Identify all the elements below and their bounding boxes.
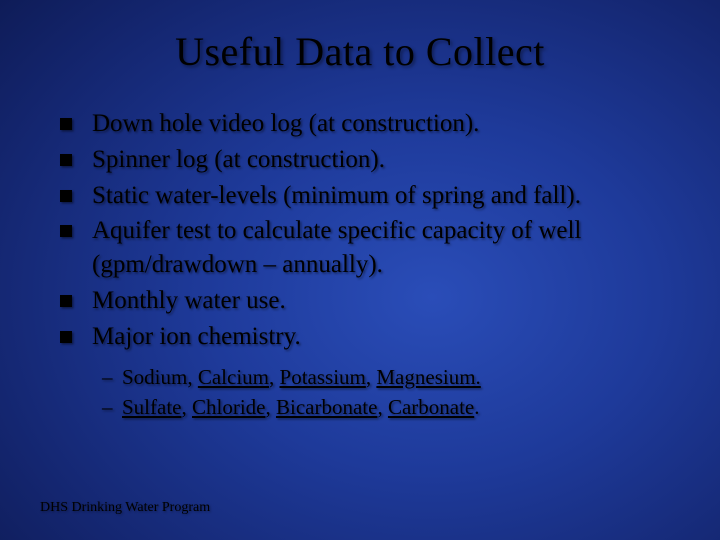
bullet-item: Down hole video log (at construction). [60,107,680,141]
footer-text: DHS Drinking Water Program [40,500,210,516]
sub-bullet-item: – Sodium, Calcium, Potassium, Magnesium. [102,363,680,392]
square-bullet-icon [60,225,72,237]
bullet-text: Spinner log (at construction). [92,146,385,173]
sub-text-underline: Sulfate [122,395,181,419]
sub-text-plain: , [181,395,192,419]
bullet-text: Major ion chemistry. [92,323,301,350]
sub-text-plain: . [474,395,479,419]
square-bullet-icon [60,190,72,202]
sub-text-plain: , [269,365,280,389]
bullet-text: Down hole video log (at construction). [92,110,479,137]
sub-text-plain: , [265,395,276,419]
slide: Useful Data to Collect Down hole video l… [0,0,720,540]
bullet-item: Spinner log (at construction). [60,143,680,177]
bullet-item: Aquifer test to calculate specific capac… [60,214,680,282]
bullet-item: Monthly water use. [60,284,680,318]
sub-bullet-item: – Sulfate, Chloride, Bicarbonate, Carbon… [102,393,680,422]
square-bullet-icon [60,331,72,343]
slide-title: Useful Data to Collect [40,28,680,75]
sub-text-plain: Sodium, [122,365,198,389]
dash-icon: – [102,363,113,392]
square-bullet-icon [60,118,72,130]
sub-text-underline: Magnesium. [376,365,480,389]
sub-text-underline: Carbonate [388,395,474,419]
sub-text-underline: Chloride [192,395,266,419]
bullet-item: Major ion chemistry. [60,320,680,354]
square-bullet-icon [60,154,72,166]
bullet-list: Down hole video log (at construction). S… [40,107,680,353]
sub-bullet-text: Sodium, Calcium, Potassium, Magnesium. [122,365,481,389]
sub-text-plain: , [377,395,388,419]
dash-icon: – [102,393,113,422]
sub-bullet-list: – Sodium, Calcium, Potassium, Magnesium.… [40,363,680,422]
sub-text-plain: , [366,365,377,389]
bullet-item: Static water-levels (minimum of spring a… [60,179,680,213]
sub-text-underline: Calcium [198,365,269,389]
sub-text-underline: Bicarbonate [276,395,377,419]
sub-text-underline: Potassium [280,365,366,389]
bullet-text: Aquifer test to calculate specific capac… [92,217,581,278]
square-bullet-icon [60,295,72,307]
bullet-text: Static water-levels (minimum of spring a… [92,182,581,209]
bullet-text: Monthly water use. [92,287,286,314]
sub-bullet-text: Sulfate, Chloride, Bicarbonate, Carbonat… [122,395,479,419]
